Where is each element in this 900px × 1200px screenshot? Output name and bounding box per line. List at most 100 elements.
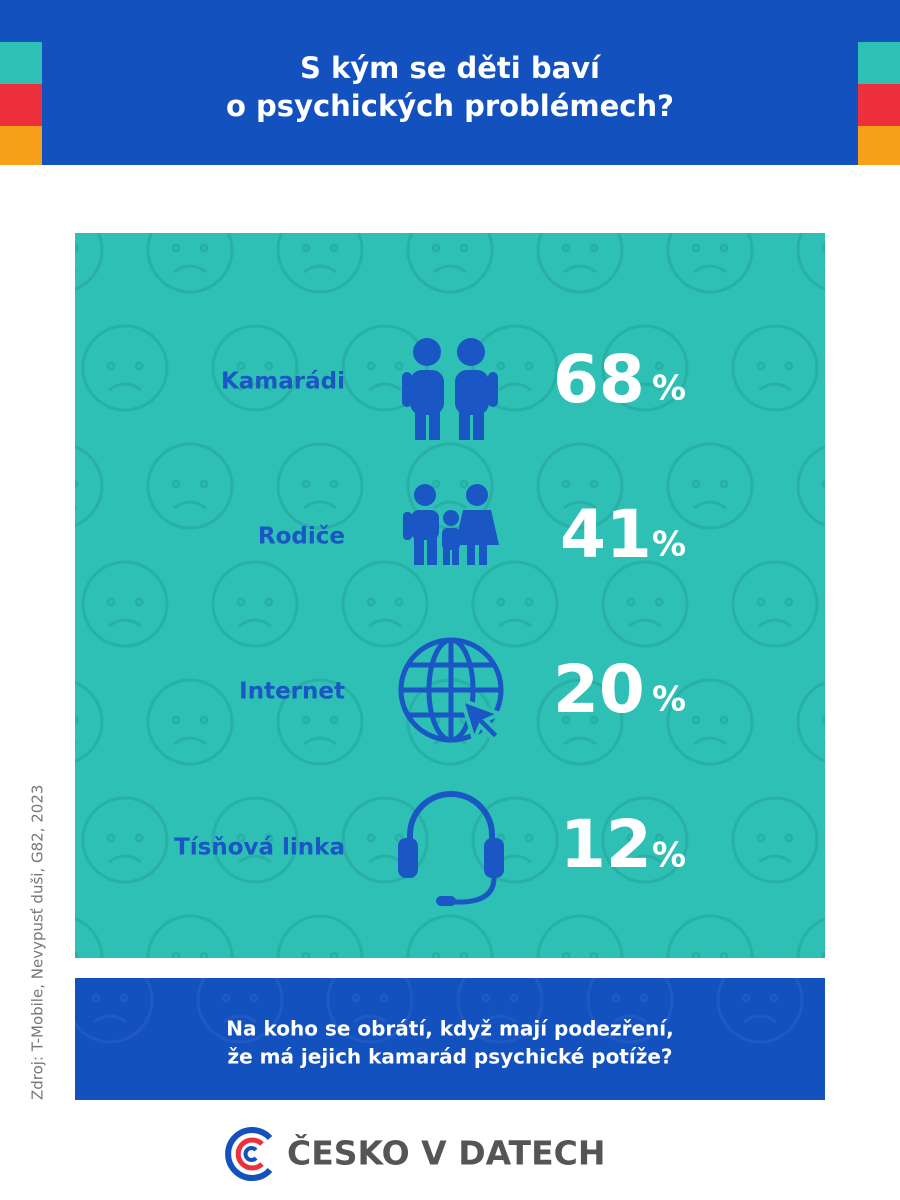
icon-headset xyxy=(398,791,504,906)
face-outline xyxy=(821,243,825,253)
face-outline xyxy=(666,678,754,766)
face-outline xyxy=(264,833,274,843)
face-outline xyxy=(563,500,597,510)
face-outline xyxy=(276,914,364,958)
face-outline xyxy=(329,243,339,253)
face-outline xyxy=(498,618,532,628)
face-outline xyxy=(471,796,559,884)
face-pattern xyxy=(75,958,900,1044)
face-outline xyxy=(341,560,429,648)
face-outline xyxy=(796,681,825,763)
face-outline xyxy=(171,951,181,958)
face-outline xyxy=(91,993,101,1003)
face-outline xyxy=(863,798,900,882)
face-outline xyxy=(524,833,534,843)
face-outline xyxy=(626,361,636,371)
face-outline xyxy=(341,324,429,412)
face-outline xyxy=(106,833,116,843)
face-outline xyxy=(329,951,339,958)
face-outline xyxy=(666,233,754,294)
face-outline xyxy=(238,618,272,628)
face-outline xyxy=(483,1014,517,1024)
face-outline xyxy=(134,833,144,843)
face-outline xyxy=(366,833,376,843)
unit: % xyxy=(652,680,686,720)
value: 68 xyxy=(553,341,645,418)
face-outline xyxy=(146,678,234,766)
row-label: Internet xyxy=(239,679,345,705)
face-outline xyxy=(368,382,402,392)
row: Rodiče 41 % xyxy=(258,484,686,573)
face-outline xyxy=(756,597,766,607)
face-outline xyxy=(496,597,506,607)
face-outline xyxy=(743,1014,777,1024)
face-outline xyxy=(863,326,900,410)
face-outline xyxy=(741,993,751,1003)
face-outline xyxy=(611,993,621,1003)
value: 12 xyxy=(560,806,652,883)
question-box xyxy=(75,978,825,1100)
face-outline xyxy=(75,681,104,763)
face-outline xyxy=(341,796,429,884)
face-outline xyxy=(406,914,494,958)
face-outline xyxy=(75,741,77,746)
value: 41 xyxy=(560,496,652,573)
face-outline xyxy=(43,717,49,723)
icon-friends xyxy=(402,338,498,440)
face-outline xyxy=(329,479,339,489)
face-outline xyxy=(211,324,299,412)
face-outline xyxy=(173,500,207,510)
face-outline xyxy=(851,245,857,251)
face-outline xyxy=(471,560,559,648)
face-outline xyxy=(654,361,664,371)
face-outline xyxy=(199,243,209,253)
face-outline xyxy=(326,978,414,1044)
face-outline xyxy=(433,500,467,510)
face-outline xyxy=(43,481,49,487)
face-outline xyxy=(691,479,701,489)
face-outline xyxy=(509,993,519,1003)
face-outline xyxy=(276,442,364,530)
face-outline xyxy=(536,678,624,766)
face-outline xyxy=(824,974,856,980)
face-outline xyxy=(236,597,246,607)
face-outline xyxy=(848,958,900,1042)
face-outline xyxy=(693,264,727,274)
face-outline xyxy=(301,951,311,958)
question-line: že má jejich kamarád psychické potíže? xyxy=(227,1045,672,1069)
face-outline xyxy=(173,736,207,746)
face-outline xyxy=(199,479,209,489)
panel xyxy=(75,233,825,958)
face-outline xyxy=(716,978,804,1044)
face-outline xyxy=(249,993,259,1003)
face-outline xyxy=(108,618,142,628)
question-line: Na koho se obrátí, když mají podezření, xyxy=(226,1017,673,1041)
face-outline xyxy=(498,382,532,392)
face-outline xyxy=(524,597,534,607)
face-outline xyxy=(654,597,664,607)
face-outline xyxy=(536,233,624,294)
face-outline xyxy=(264,361,274,371)
unit: % xyxy=(652,836,686,876)
face-outline xyxy=(563,736,597,746)
face-outline xyxy=(75,233,104,291)
face-outline xyxy=(758,618,792,628)
face-outline xyxy=(823,505,825,510)
face-outline xyxy=(561,479,571,489)
face-outline xyxy=(691,243,701,253)
face-outline xyxy=(851,953,857,959)
face-outline xyxy=(796,233,825,291)
face-outline xyxy=(731,796,819,884)
title-line: o psychických problémech? xyxy=(226,89,674,123)
face-outline xyxy=(561,715,571,725)
face-outline xyxy=(889,620,900,626)
row-label: Kamarádi xyxy=(221,369,345,395)
face-outline xyxy=(719,951,729,958)
face-outline xyxy=(888,835,894,841)
face-outline xyxy=(146,914,234,958)
face-outline xyxy=(589,715,599,725)
face-outline xyxy=(196,978,284,1044)
face-outline xyxy=(75,951,79,958)
face-outline xyxy=(628,854,662,864)
face-outline xyxy=(106,361,116,371)
